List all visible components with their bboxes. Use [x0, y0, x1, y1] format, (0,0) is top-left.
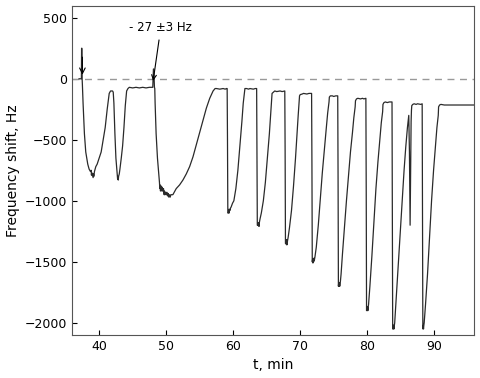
Y-axis label: Frequency shift, Hz: Frequency shift, Hz — [6, 104, 20, 237]
X-axis label: t, min: t, min — [253, 358, 294, 372]
Text: - 27 ±3 Hz: - 27 ±3 Hz — [129, 22, 192, 80]
